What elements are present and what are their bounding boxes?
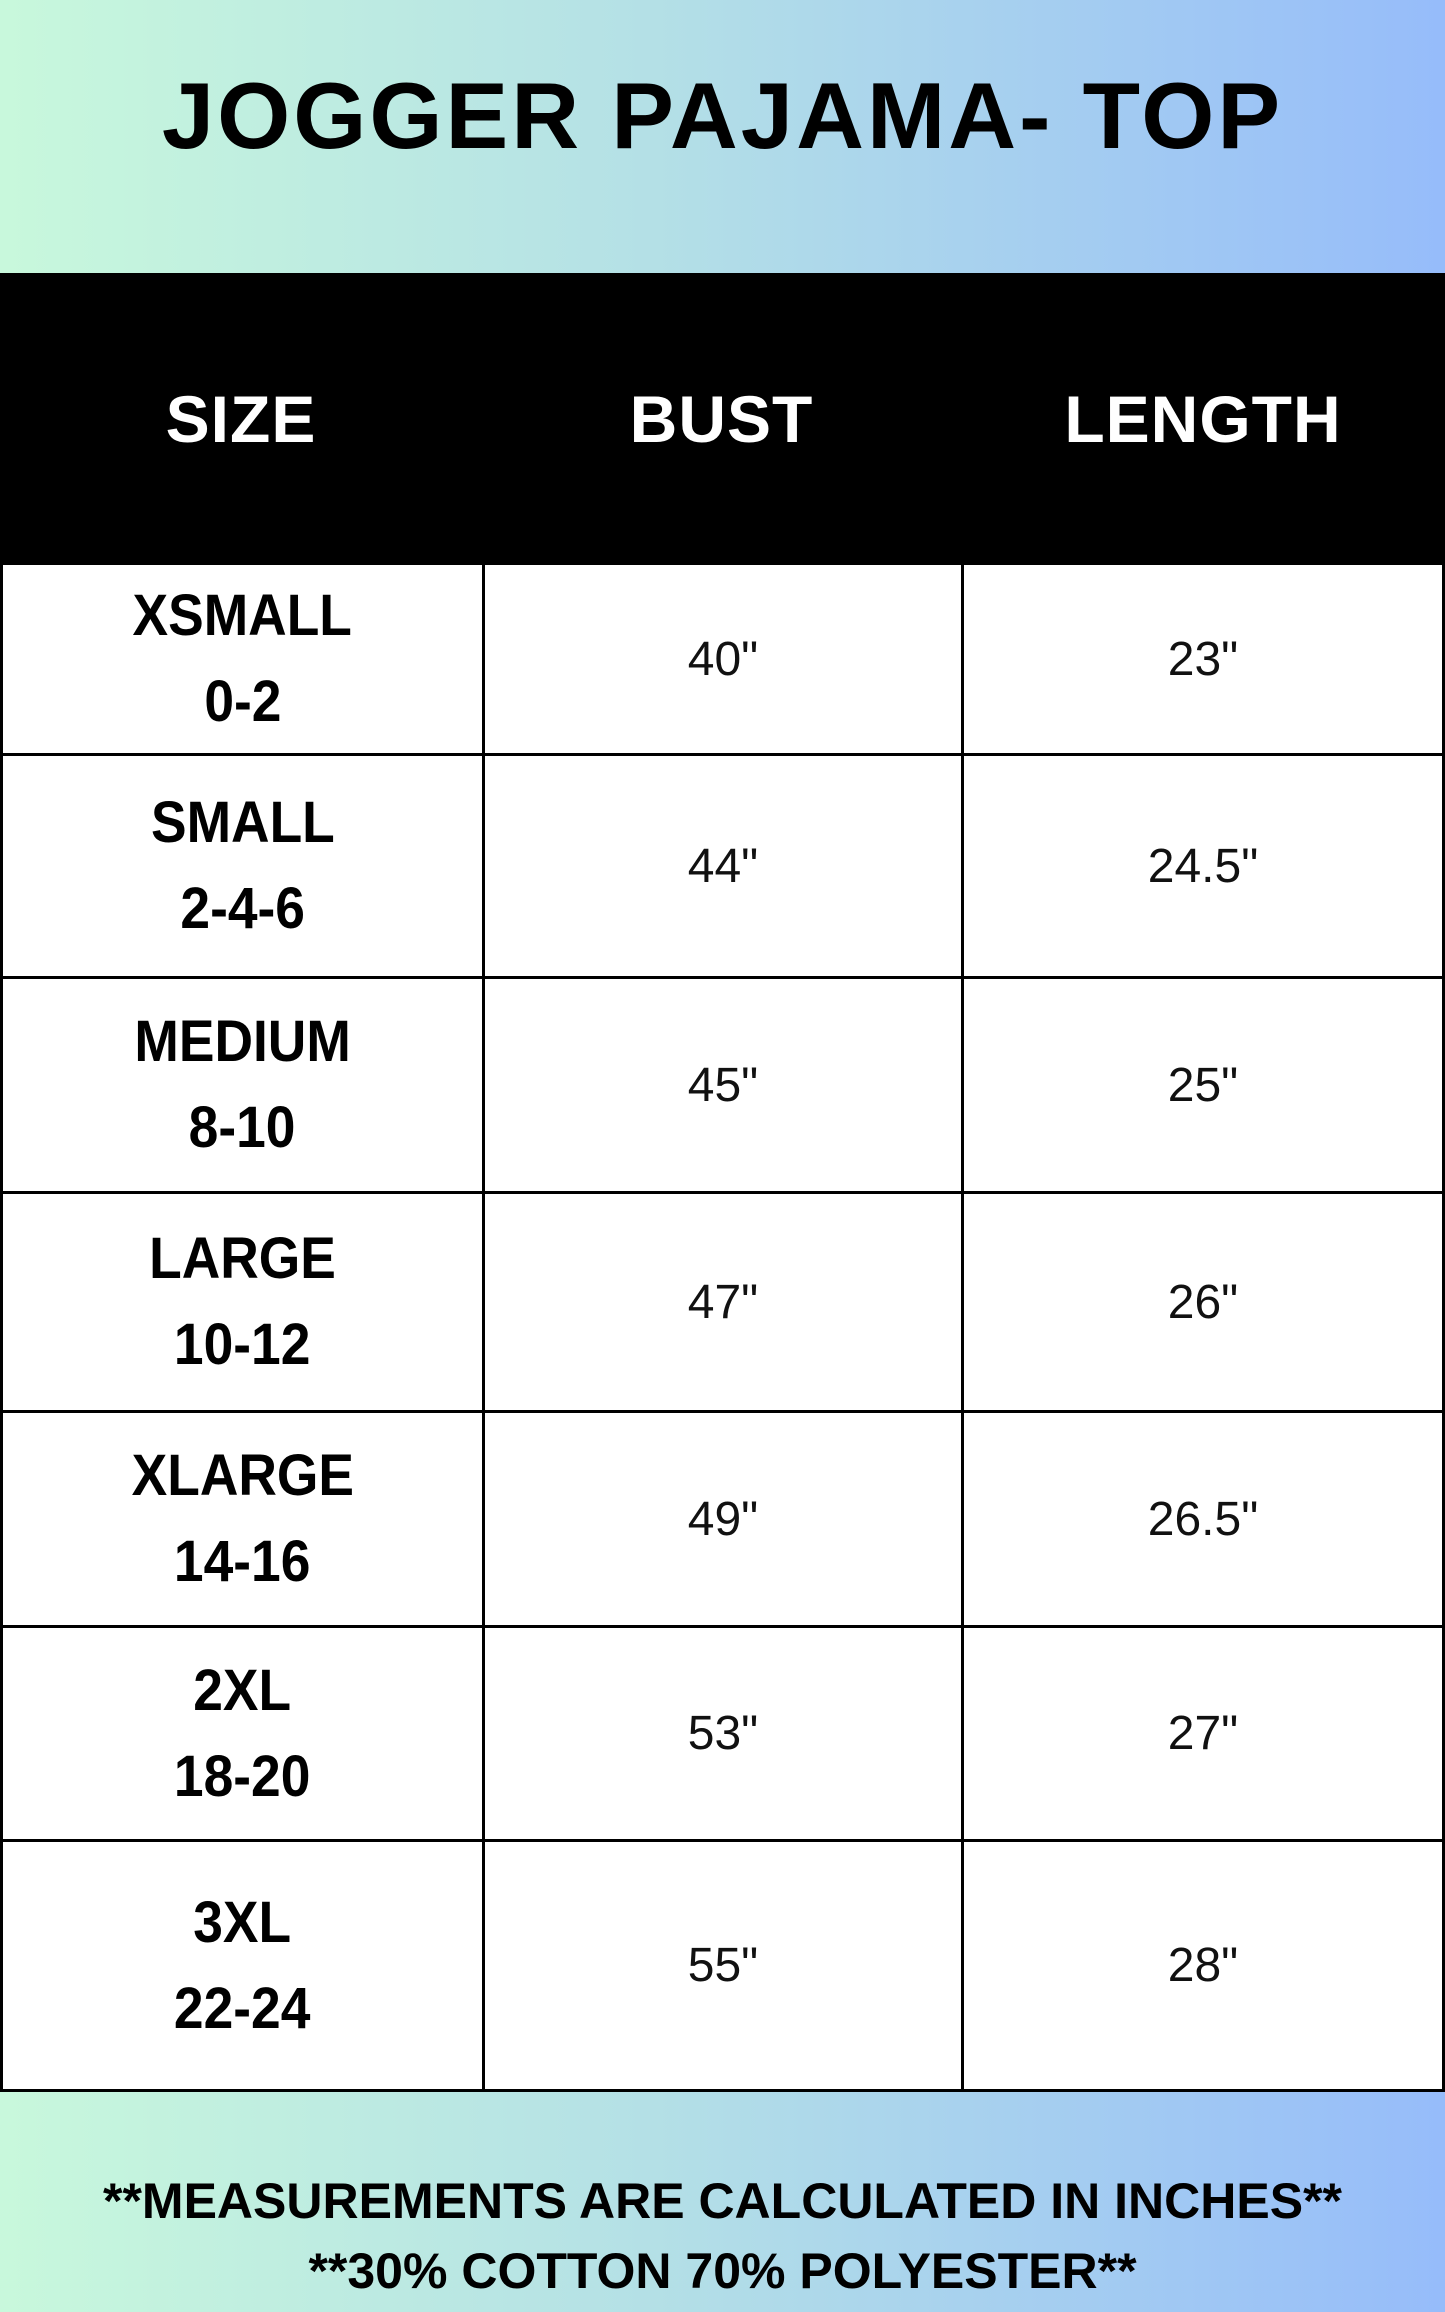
length-cell: 23" (961, 565, 1445, 753)
size-range: 22-24 (174, 1975, 311, 2041)
bust-value: 40" (687, 632, 759, 686)
size-cell: 2XL 18-20 (0, 1628, 482, 1839)
size-label: LARGE (149, 1226, 336, 1291)
bust-value: 47" (687, 1275, 759, 1329)
footer-note-measurements: **MEASUREMENTS ARE CALCULATED IN INCHES*… (103, 2173, 1342, 2229)
bust-cell: 47" (482, 1194, 961, 1410)
header-bust: BUST (629, 382, 814, 456)
size-range: 2-4-6 (180, 876, 305, 941)
length-value: 26.5" (1147, 1492, 1259, 1546)
length-value: 25" (1167, 1058, 1239, 1112)
bust-value: 53" (687, 1707, 759, 1760)
size-cell: XLARGE 14-16 (0, 1413, 482, 1625)
size-range: 0-2 (203, 669, 282, 734)
length-cell: 25" (961, 979, 1445, 1191)
table-row: SMALL 2-4-6 44" 24.5" (0, 756, 1445, 979)
bust-value: 45" (687, 1058, 759, 1112)
size-range: 10-12 (174, 1312, 311, 1377)
length-value: 27" (1167, 1707, 1239, 1760)
size-cell: LARGE 10-12 (0, 1194, 482, 1410)
size-label: XLARGE (131, 1443, 354, 1508)
length-cell: 24.5" (961, 756, 1445, 976)
bust-cell: 40" (482, 565, 961, 753)
table-row: XLARGE 14-16 49" 26.5" (0, 1413, 1445, 1628)
bust-value: 49" (687, 1492, 759, 1546)
bust-cell: 55" (482, 1842, 961, 2089)
bust-cell: 45" (482, 979, 961, 1191)
footer-band: **MEASUREMENTS ARE CALCULATED IN INCHES*… (0, 2092, 1445, 2312)
length-cell: 27" (961, 1628, 1445, 1839)
table-row: 3XL 22-24 55" 28" (0, 1842, 1445, 2092)
header-size: SIZE (165, 382, 317, 456)
size-cell: 3XL 22-24 (0, 1842, 482, 2089)
length-cell: 26.5" (961, 1413, 1445, 1625)
footer-note-fabric: **30% COTTON 70% POLYESTER** (308, 2243, 1137, 2299)
length-value: 23" (1167, 632, 1239, 686)
size-range: 18-20 (174, 1743, 311, 1809)
table-row: LARGE 10-12 47" 26" (0, 1194, 1445, 1413)
table-row: XSMALL 0-2 40" 23" (0, 565, 1445, 756)
size-table-body: XSMALL 0-2 40" 23" SMALL 2-4-6 44" 24.5"… (0, 565, 1445, 2092)
table-header: SIZE BUST LENGTH (0, 273, 1445, 565)
size-label: SMALL (150, 790, 335, 855)
length-cell: 28" (961, 1842, 1445, 2089)
bust-cell: 44" (482, 756, 961, 976)
size-cell: SMALL 2-4-6 (0, 756, 482, 976)
length-cell: 26" (961, 1194, 1445, 1410)
page-title: JOGGER PAJAMA- TOP (161, 63, 1284, 168)
size-label: MEDIUM (134, 1009, 351, 1074)
size-range: 8-10 (189, 1095, 296, 1160)
size-cell: MEDIUM 8-10 (0, 979, 482, 1191)
title-band: JOGGER PAJAMA- TOP (0, 0, 1445, 273)
size-range: 14-16 (174, 1529, 311, 1594)
size-label: 3XL (193, 1889, 292, 1955)
table-row: 2XL 18-20 53" 27" (0, 1628, 1445, 1842)
size-label: XSMALL (132, 583, 353, 648)
length-value: 28" (1167, 1939, 1239, 1992)
table-row: MEDIUM 8-10 45" 25" (0, 979, 1445, 1194)
length-value: 24.5" (1147, 839, 1259, 893)
size-label: 2XL (193, 1657, 292, 1723)
bust-value: 55" (687, 1939, 759, 1992)
header-length: LENGTH (1064, 382, 1342, 456)
bust-value: 44" (687, 839, 759, 893)
size-cell: XSMALL 0-2 (0, 565, 482, 753)
length-value: 26" (1167, 1275, 1239, 1329)
bust-cell: 49" (482, 1413, 961, 1625)
bust-cell: 53" (482, 1628, 961, 1839)
